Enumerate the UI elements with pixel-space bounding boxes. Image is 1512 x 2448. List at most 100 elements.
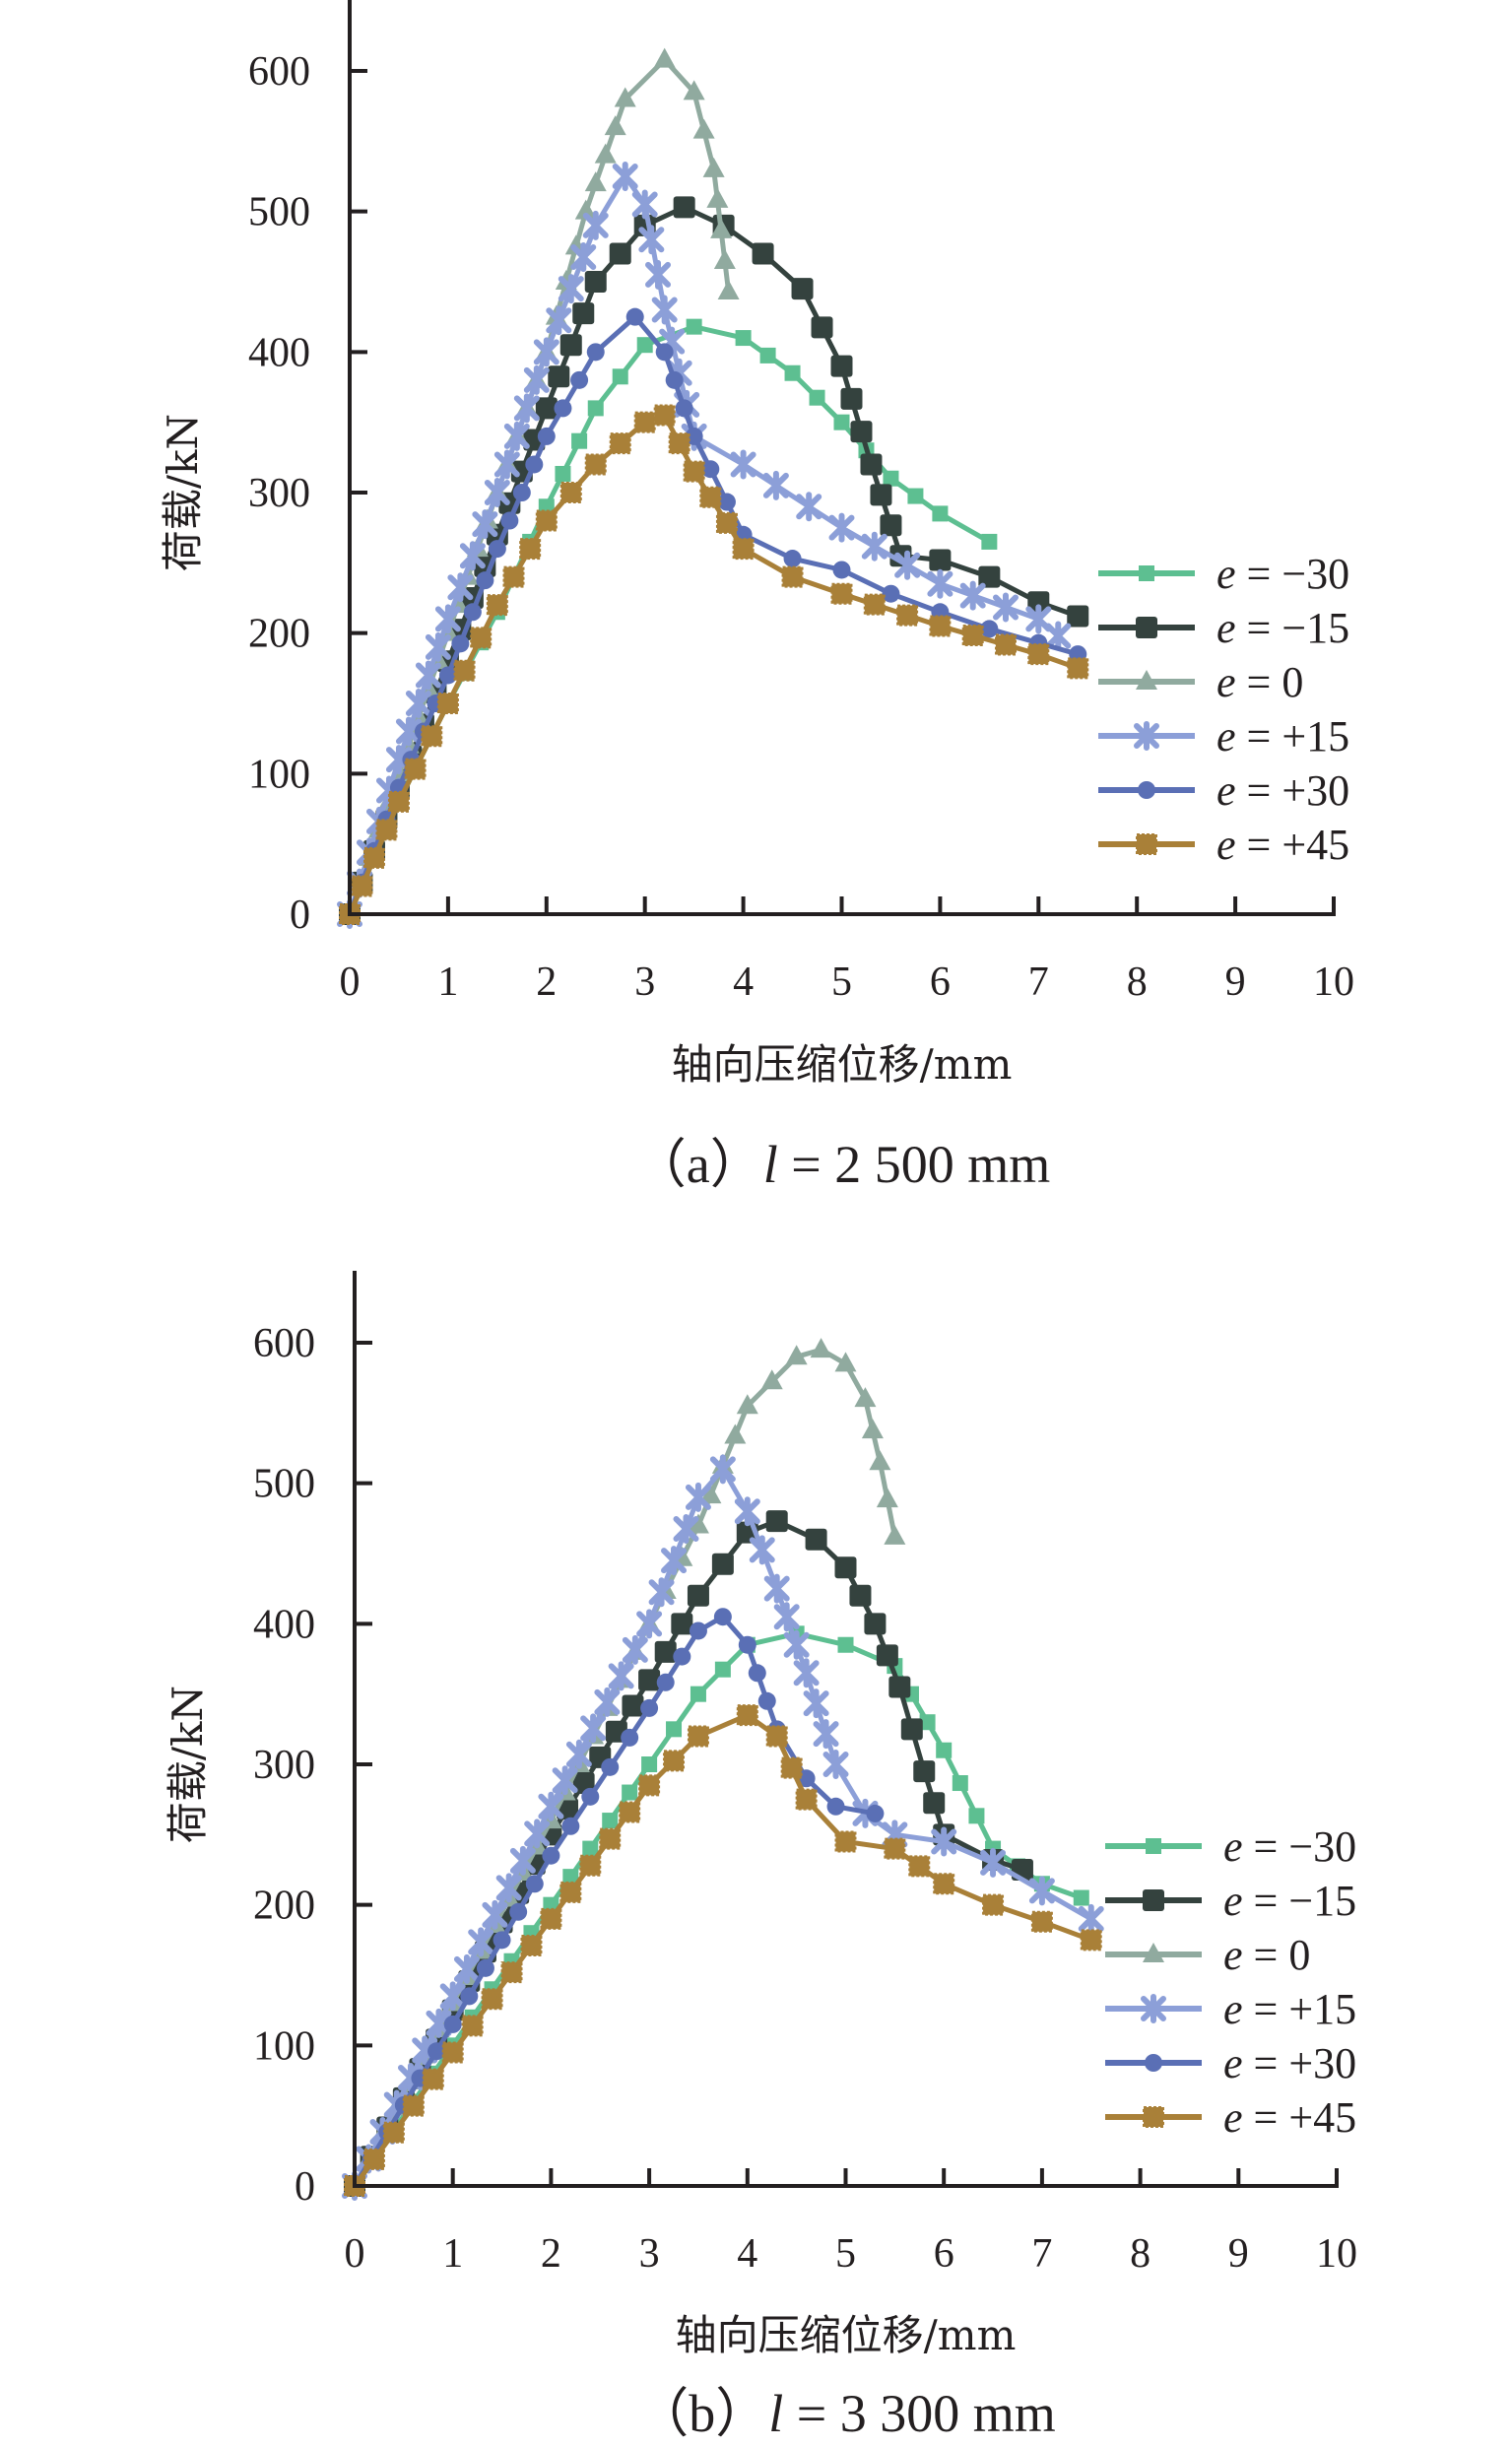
interpolated-marker (481, 1988, 503, 2011)
interpolated-marker (673, 1514, 699, 1545)
caption-var: l (763, 1135, 778, 1194)
legend-item: e = −30 (1098, 550, 1349, 598)
legend-var: e (1223, 1931, 1243, 1979)
x-tick-label: 2 (536, 959, 557, 1005)
interpolated-marker (559, 482, 582, 503)
x-tick-label: 3 (634, 959, 655, 1005)
interpolated-marker (638, 225, 665, 255)
series-line (347, 173, 1060, 915)
data-point (1025, 604, 1052, 634)
legend-marker (1138, 781, 1155, 799)
interpolated-marker (661, 1546, 688, 1576)
interpolated-marker (760, 1369, 783, 1390)
legend-value: = −30 (1243, 1822, 1357, 1871)
legend-label: e = +30 (1216, 766, 1349, 815)
data-point (913, 1760, 936, 1783)
data-point (738, 1635, 756, 1654)
y-ticks: 0 100 200 300 400 500 600 (248, 49, 367, 938)
interpolated-marker (648, 1577, 675, 1608)
interpolated-marker (562, 1869, 579, 1886)
data-point (735, 330, 752, 347)
interpolated-marker (668, 432, 690, 455)
legend-label: e = +45 (1223, 2093, 1356, 2142)
data-point (1067, 605, 1089, 628)
caption-prefix: （a） (633, 1135, 763, 1194)
interpolated-marker (619, 1801, 641, 1823)
interpolated-marker (470, 627, 493, 649)
interpolated-marker (923, 1792, 946, 1815)
legend-item: e = +45 (1105, 2093, 1356, 2142)
interpolated-marker (570, 370, 589, 389)
data-point (488, 540, 506, 559)
interpolated-marker (594, 1687, 621, 1717)
y-tick-label: 500 (253, 1462, 315, 1507)
interpolated-marker (907, 488, 924, 504)
interpolated-marker (565, 1739, 592, 1769)
interpolated-marker (803, 1688, 829, 1719)
data-point (931, 1826, 957, 1857)
interpolated-marker (572, 302, 595, 325)
legend-value: = −15 (1243, 1877, 1357, 1925)
interpolated-marker (783, 1629, 810, 1660)
x-ticks: 0 1 2 3 4 5 6 7 8 9 10 (340, 896, 1354, 1005)
series-line (347, 204, 1080, 915)
legend-item: e = −30 (1105, 1822, 1356, 1871)
legend-value: = +30 (1236, 766, 1350, 815)
interpolated-marker (710, 218, 733, 238)
data-point (587, 400, 604, 417)
interpolated-marker (476, 1958, 494, 1977)
legend: e = −30e = −15e = 0e = +15e = +30e = +45 (1105, 1822, 1356, 2142)
caption: （b）l = 3 300 mm (635, 2384, 1055, 2443)
data-point (1078, 1903, 1104, 1934)
y-tick-label: 100 (253, 2023, 315, 2069)
x-axis-title: 轴向压缩位移/mm (676, 2311, 1017, 2359)
x-tick-label: 1 (442, 2231, 463, 2277)
interpolated-marker (876, 1644, 898, 1667)
interpolated-marker (509, 1902, 528, 1921)
interpolated-marker (908, 1855, 931, 1878)
interpolated-marker (706, 187, 729, 208)
data-point (687, 1513, 709, 1534)
y-tick-label: 600 (253, 1321, 315, 1366)
legend-label: e = −30 (1223, 1822, 1356, 1871)
legend-value: = −30 (1236, 550, 1350, 598)
data-point (540, 1907, 562, 1930)
interpolated-marker (796, 492, 822, 522)
interpolated-marker (426, 2008, 452, 2038)
data-point (535, 397, 558, 420)
legend-value: = +45 (1243, 2093, 1357, 2142)
interpolated-marker (402, 2094, 425, 2117)
data-point (929, 615, 952, 637)
interpolated-marker (351, 875, 373, 897)
x-tick-label: 9 (1228, 2231, 1249, 2277)
interpolated-marker (717, 493, 736, 511)
interpolated-marker (622, 1784, 638, 1801)
series-layer (337, 47, 1089, 929)
data-point (434, 604, 461, 634)
legend-value: = 0 (1243, 1931, 1311, 1979)
interpolated-marker (809, 389, 825, 406)
interpolated-marker (559, 334, 582, 357)
interpolated-marker (952, 1775, 968, 1792)
data-point (673, 196, 695, 219)
interpolated-marker (762, 470, 789, 500)
legend-value: = +45 (1236, 821, 1350, 869)
series-−30 (347, 1625, 1089, 2194)
legend-marker (1146, 1838, 1161, 1854)
data-point (633, 411, 656, 433)
data-point (537, 427, 556, 445)
legend-var: e (1216, 766, 1236, 815)
data-point (822, 1750, 849, 1779)
legend-var: e (1223, 2093, 1243, 2142)
x-tick-label: 1 (437, 959, 458, 1005)
interpolated-marker (663, 1750, 686, 1772)
interpolated-marker (422, 2068, 444, 2090)
interpolated-marker (876, 1488, 898, 1508)
interpolated-marker (559, 1881, 582, 1903)
interpolated-marker (968, 1808, 985, 1824)
interpolated-marker (894, 550, 921, 580)
interpolated-marker (622, 1634, 648, 1665)
data-point (584, 271, 607, 293)
data-point (1080, 1929, 1102, 1952)
